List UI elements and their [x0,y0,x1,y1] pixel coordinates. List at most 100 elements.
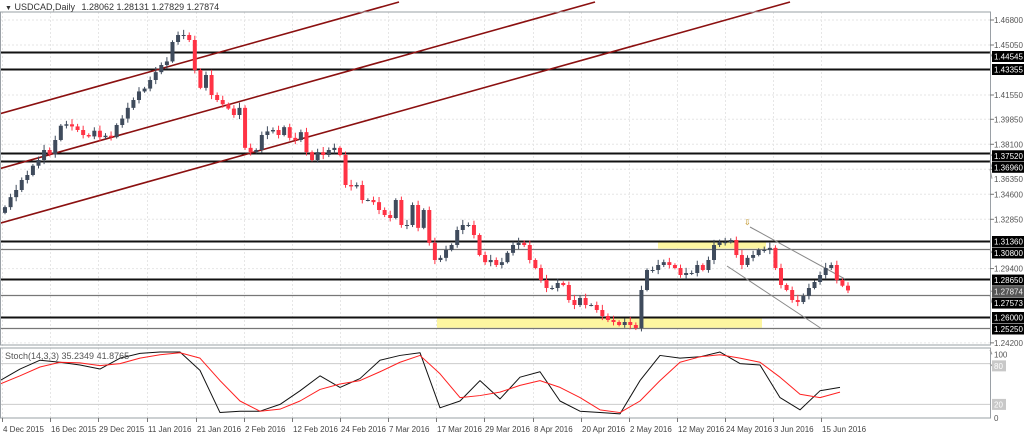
y-tick-label: 1.45050 [994,41,1023,50]
candle [600,304,605,321]
candle-body [69,124,74,127]
candle-body [784,285,789,290]
level-label-bg [992,312,1024,323]
candle-body [142,88,147,92]
candle-body [377,202,382,210]
candle [628,316,633,330]
candle-body [349,185,354,187]
candle [58,124,63,142]
candle [550,285,555,291]
candle-body [427,210,432,243]
candle [393,198,398,220]
x-tick-label: 24 Feb 2016 [341,425,386,434]
x-tick-label: 21 Jan 2016 [197,425,242,434]
candle [572,294,577,310]
candle [304,127,309,156]
horizontal-levels[interactable] [0,51,990,330]
label-leader [989,161,993,168]
stoch-frame [0,347,991,419]
candle-body [600,310,605,316]
candle-body [64,124,69,126]
candle-body [343,155,348,185]
candle [181,29,186,40]
candle-body [494,260,499,265]
candle-body [421,210,426,228]
label-leader [989,249,993,254]
candle [377,197,382,215]
candle-body [818,275,823,282]
candle-body [628,322,633,325]
candle [337,146,342,157]
candle [723,237,728,246]
candlesticks [3,29,850,332]
candle [477,233,482,257]
candle-body [315,152,320,160]
level-label: 1.37520 [994,152,1023,161]
candle-body [92,130,97,137]
candle-body [226,104,231,109]
level-label: 1.31360 [994,238,1023,247]
candle-body [310,152,315,160]
candle [594,301,599,313]
candle-body [756,250,761,255]
candle-body [695,265,700,273]
level-label: 1.30800 [994,249,1023,258]
candle-body [522,242,527,245]
candle [834,260,839,284]
candle [136,87,141,104]
trend-channels[interactable]: ⇩ [0,1,846,330]
candle [444,245,449,262]
label-leader [989,52,993,57]
candle [86,133,91,138]
x-tick-label: 2 May 2016 [630,425,672,434]
candle [650,266,655,273]
resistance-zone [658,240,766,249]
candle [483,251,488,265]
candle [661,259,666,268]
candle [818,271,823,285]
y-tick-label: 1.29400 [994,265,1023,274]
candle [427,206,432,246]
candle-body [516,242,521,245]
candle [432,237,437,265]
current-price-label: 1.27874 [994,288,1023,297]
candle-body [298,132,303,140]
level-label-bg [992,236,1024,247]
candle-body [745,257,750,265]
candle [198,68,203,90]
candle-body [762,250,767,251]
collapse-triangle-icon[interactable]: ▼ [5,5,12,12]
candle-body [611,320,616,322]
candle [756,248,761,257]
candle [672,263,677,270]
candle-body [455,230,460,245]
candle [561,281,566,287]
candle [114,123,119,139]
candle-body [466,225,471,226]
candle-body [840,280,845,286]
candle [142,86,147,93]
stoch-tick-label: 0 [994,414,999,423]
candle [544,274,549,293]
candle [589,303,594,307]
candle-body [511,245,516,253]
candle-body [617,322,622,325]
candle [706,256,711,273]
candle [751,250,756,262]
x-tick-label: 8 Apr 2016 [534,425,573,434]
candle [8,193,13,210]
candle [148,76,153,92]
candle [622,318,627,328]
ohlc-values: 1.28062 1.28131 1.27829 1.27874 [81,2,220,12]
x-tick-label: 12 May 2016 [678,425,725,434]
x-tick-label: 4 Dec 2015 [3,425,44,434]
candle [538,264,543,283]
descending-channel-lower [726,265,823,330]
candle-body [561,283,566,285]
axis-labels: 4 Dec 2015 16 Dec 2015 29 Dec 2015 11 Jan 2… [3,16,1024,434]
candle [533,258,538,270]
candle [516,237,521,250]
candle-body [81,130,86,135]
candle-body [728,240,733,243]
